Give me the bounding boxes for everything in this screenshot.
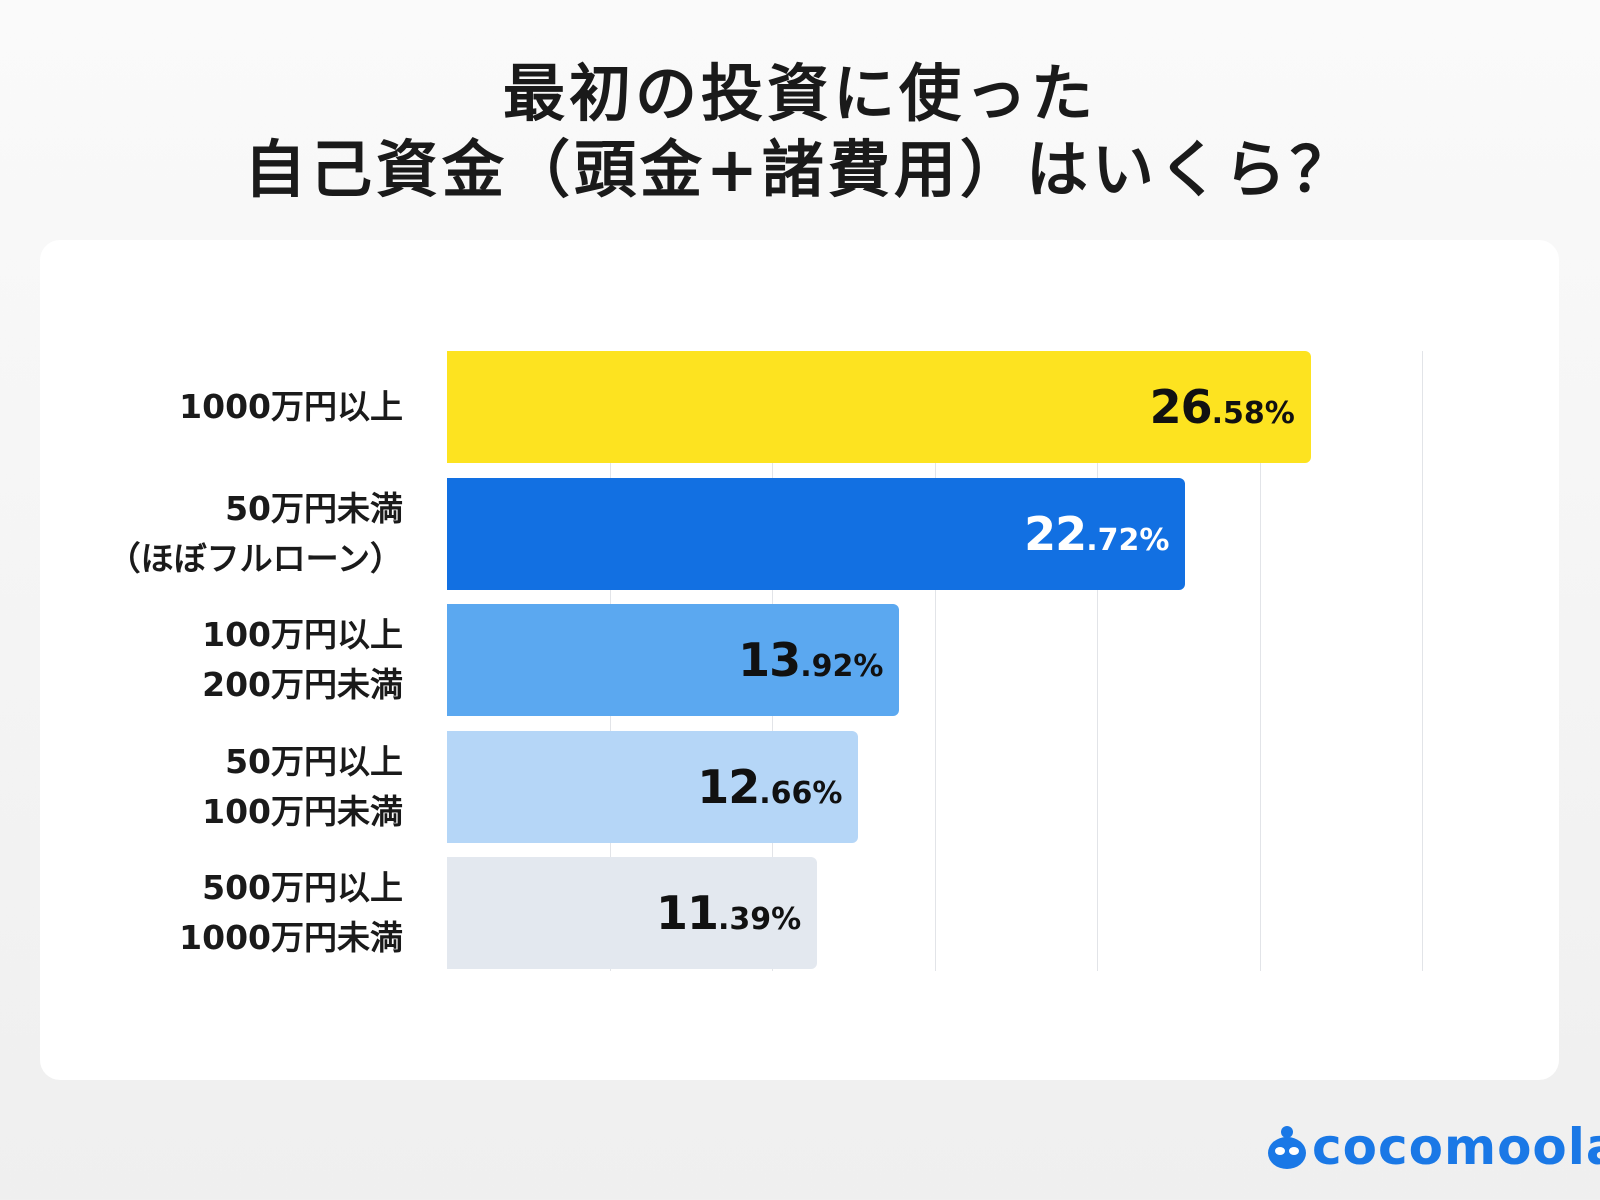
cocomoola-logo: cocomoola [1266, 1118, 1600, 1176]
data-label: 12.66% [697, 760, 842, 814]
data-label: 22.72% [1024, 507, 1169, 561]
bar: 26.58% [447, 351, 1311, 463]
bar: 12.66% [447, 730, 859, 843]
data-label-decimal: .92% [800, 649, 884, 684]
category-label-line: 100万円未満 [202, 791, 403, 831]
data-label-integer: 12 [697, 759, 760, 814]
chart-title-line-1: 最初の投資に使った [502, 57, 1097, 130]
bar: 11.39% [447, 857, 818, 969]
category-label-line: 200万円未満 [202, 665, 403, 704]
data-label-decimal: .58% [1211, 396, 1295, 431]
category-label-line: 500万円以上 [202, 868, 403, 907]
category-label-line: 50万円以上 [225, 741, 403, 781]
mascot-icon [1268, 1126, 1306, 1169]
gridline [1259, 351, 1261, 971]
data-label: 13.92% [738, 633, 883, 687]
data-label: 11.39% [656, 886, 801, 940]
data-label-decimal: .72% [1086, 522, 1170, 558]
data-label: 26.58% [1150, 380, 1295, 434]
data-label-integer: 13 [738, 633, 801, 687]
bar: 22.72% [447, 477, 1186, 590]
data-label-decimal: .66% [759, 775, 843, 811]
category-label-line: （ほぼフルローン） [107, 538, 403, 578]
category-label-line: 1000万円未満 [179, 918, 403, 957]
category-label-line: 1000万円以上 [179, 387, 403, 426]
data-label-integer: 22 [1024, 506, 1087, 561]
bar: 13.92% [447, 604, 900, 716]
chart-title-line-2: 自己資金（頭金+諸費用）はいくら？ [244, 133, 1356, 206]
category-label: 100万円以上 200万円未満 [43, 604, 403, 716]
data-label-integer: 11 [655, 886, 719, 940]
category-label: 50万円以上 100万円未満 [43, 731, 403, 843]
gridline [1422, 351, 1423, 971]
logo-text: cocomoola [1312, 1118, 1600, 1176]
category-label: 1000万円以上 [43, 351, 403, 463]
category-label: 500万円以上 1000万円未満 [43, 857, 403, 969]
gridline [1097, 351, 1098, 971]
category-label-line: 100万円以上 [202, 615, 403, 654]
category-label: 50万円未満 （ほぼフルローン） [43, 478, 403, 590]
data-label-integer: 26 [1149, 380, 1213, 434]
category-label-line: 50万円未満 [225, 488, 403, 528]
data-label-decimal: .39% [717, 902, 802, 937]
gridline [934, 351, 936, 971]
